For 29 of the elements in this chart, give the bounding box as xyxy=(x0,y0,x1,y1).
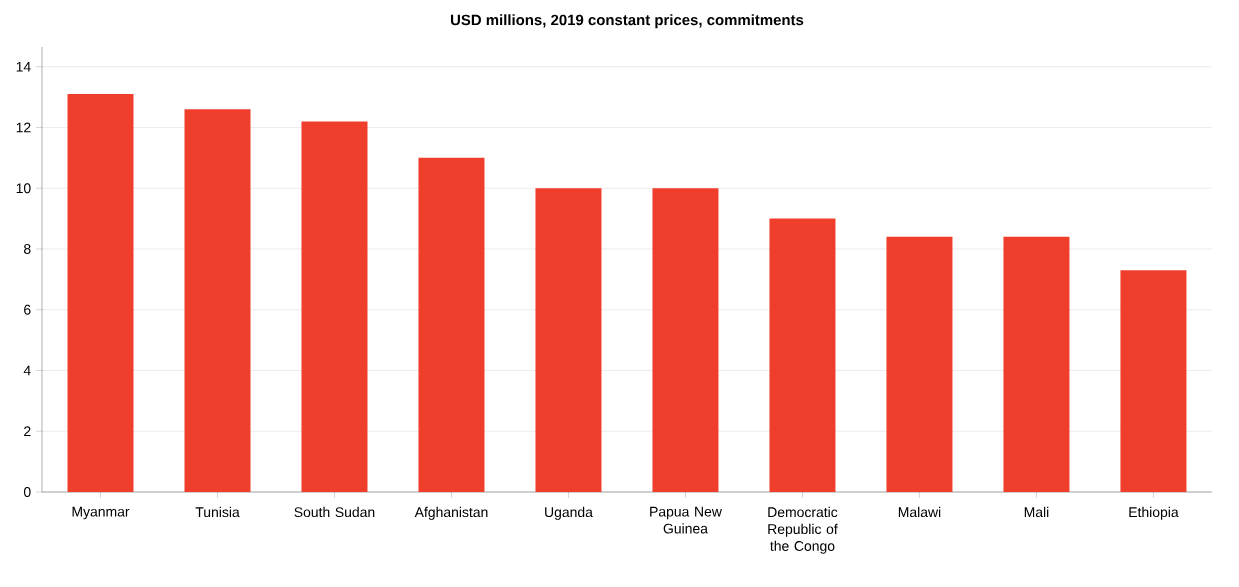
x-tick-label: Malawi xyxy=(898,506,941,518)
bar xyxy=(886,236,953,492)
bar xyxy=(1120,270,1187,492)
x-tick-label: Mali xyxy=(1024,506,1049,518)
y-tick-label: 12 xyxy=(16,122,31,133)
bar xyxy=(535,188,602,492)
y-tick-label: 10 xyxy=(16,183,31,194)
bar xyxy=(652,188,719,492)
bar xyxy=(1003,236,1070,492)
bar xyxy=(769,218,836,492)
y-tick-label: 6 xyxy=(24,304,31,315)
x-tick-label: Democratic Republic of the Congo xyxy=(768,506,838,554)
bar xyxy=(67,94,134,492)
x-tick-label: South Sudan xyxy=(294,506,375,518)
x-tick-label: Afghanistan xyxy=(414,506,488,520)
bar xyxy=(418,157,485,492)
bar xyxy=(184,109,251,492)
y-tick-label: 8 xyxy=(24,244,31,254)
x-tick-label: Ethiopia xyxy=(1129,506,1179,520)
x-tick-label: Papua New Guinea xyxy=(650,506,722,534)
x-tick-label: Tunisia xyxy=(195,506,240,518)
x-tick-label: Uganda xyxy=(545,506,593,520)
chart-title: USD millions, 2019 constant prices, commitments xyxy=(450,14,804,29)
y-tick-label: 2 xyxy=(24,426,31,437)
bar xyxy=(301,121,368,492)
y-tick-label: 14 xyxy=(16,61,31,72)
x-tick-label: Myanmar xyxy=(72,506,130,520)
y-tick-label: 4 xyxy=(23,365,31,376)
y-tick-label: 0 xyxy=(23,487,31,497)
